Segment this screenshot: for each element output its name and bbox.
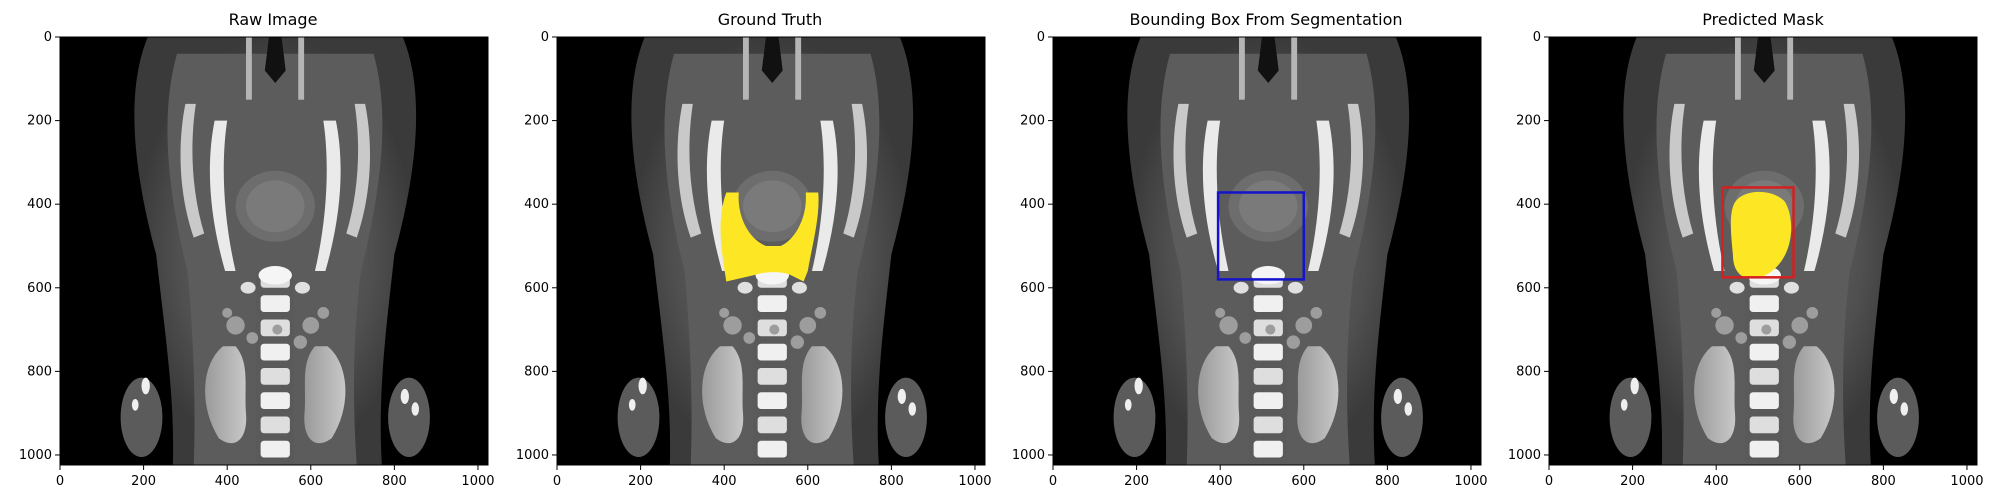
y-tick-label: 600 (1020, 281, 1045, 296)
x-tick-label: 600 (1787, 474, 1812, 489)
panel-title-predicted-mask: Predicted Mask (1702, 10, 1824, 29)
image-panel: 0 200 400 600 800 1000 0 200 400 600 800 1000 (1012, 30, 1488, 489)
panel-title-bounding-box: Bounding Box From Segmentation (1129, 10, 1403, 29)
x-tick-label: 400 (1704, 474, 1729, 489)
y-tick-label: 600 (1516, 281, 1541, 296)
y-tick-label: 800 (524, 364, 549, 379)
x-tick-label: 400 (1208, 474, 1233, 489)
image-panel: 0 200 400 600 800 1000 0 200 400 600 800 1000 (1508, 30, 1984, 489)
y-tick-label: 0 (44, 30, 52, 45)
y-tick-label: 600 (27, 281, 52, 296)
y-tick-label: 200 (27, 114, 52, 129)
x-tick-label: 0 (56, 474, 64, 489)
y-tick-label: 800 (27, 364, 52, 379)
x-tick-label: 800 (1375, 474, 1400, 489)
ct-image (1053, 37, 1481, 465)
y-tick-label: 800 (1020, 364, 1045, 379)
x-tick-label: 200 (1620, 474, 1645, 489)
x-tick-label: 0 (1545, 474, 1553, 489)
ct-image (557, 37, 985, 465)
y-tick-label: 1000 (19, 448, 52, 463)
y-tick-label: 1000 (516, 448, 549, 463)
x-tick-label: 200 (628, 474, 653, 489)
x-tick-label: 600 (1291, 474, 1316, 489)
panel-title-ground-truth: Ground Truth (717, 10, 823, 29)
y-tick-label: 600 (524, 281, 549, 296)
x-tick-label: 800 (1871, 474, 1896, 489)
x-tick-label: 200 (1124, 474, 1149, 489)
y-tick-label: 400 (27, 197, 52, 212)
x-tick-label: 0 (553, 474, 561, 489)
x-tick-label: 800 (382, 474, 407, 489)
y-tick-label: 1000 (1508, 448, 1541, 463)
panel-title-raw-image: Raw Image (228, 10, 318, 29)
y-tick-label: 400 (524, 197, 549, 212)
x-tick-label: 600 (298, 474, 323, 489)
y-tick-label: 800 (1516, 364, 1541, 379)
y-tick-label: 0 (1037, 30, 1045, 45)
x-tick-label: 400 (712, 474, 737, 489)
x-tick-label: 600 (795, 474, 820, 489)
ct-image (60, 37, 488, 465)
predicted-bounding-box (1721, 186, 1795, 279)
x-tick-label: 1000 (958, 474, 991, 489)
y-tick-label: 200 (1020, 114, 1045, 129)
x-tick-label: 1000 (1950, 474, 1983, 489)
y-tick-label: 400 (1020, 197, 1045, 212)
x-tick-label: 1000 (461, 474, 494, 489)
x-tick-label: 400 (215, 474, 240, 489)
x-tick-label: 800 (879, 474, 904, 489)
x-tick-label: 1000 (1454, 474, 1487, 489)
y-tick-label: 0 (541, 30, 549, 45)
image-panel: 0 200 400 600 800 1000 0 200 400 600 800 1000 (19, 30, 495, 489)
y-tick-label: 1000 (1012, 448, 1045, 463)
y-tick-label: 0 (1533, 30, 1541, 45)
y-tick-label: 200 (1516, 114, 1541, 129)
gt-bounding-box (1216, 191, 1306, 281)
image-panel: 0 200 400 600 800 1000 0 200 400 600 800 1000 (516, 30, 992, 489)
y-tick-label: 400 (1516, 197, 1541, 212)
ct-image (1549, 37, 1977, 465)
x-tick-label: 0 (1049, 474, 1057, 489)
x-tick-label: 200 (131, 474, 156, 489)
y-tick-label: 200 (524, 114, 549, 129)
